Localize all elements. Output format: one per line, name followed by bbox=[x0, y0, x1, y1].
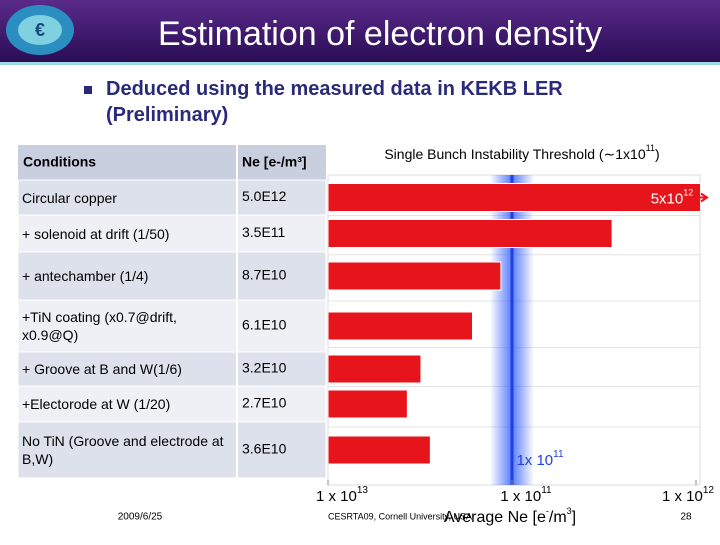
text-part: 1x 10 bbox=[516, 452, 553, 469]
table: Conditions Ne [e-/m³] Circular copper 5.0E1… bbox=[17, 145, 327, 479]
table-cell: + antechamber (1/4) bbox=[22, 268, 149, 284]
text-part: 1 x 10 bbox=[316, 488, 357, 505]
superscript: 3 bbox=[567, 506, 572, 516]
table-cell-box: Circular copper bbox=[22, 189, 117, 206]
text-part: Average Ne [e bbox=[444, 509, 546, 526]
bar bbox=[328, 389, 408, 419]
bullet-box: Deduced using the measured data in KEKB … bbox=[106, 78, 563, 126]
bullet-marker bbox=[84, 86, 92, 94]
overflow-arrow bbox=[700, 192, 709, 203]
x-axis-label: Average Ne [e-/m3] bbox=[444, 506, 576, 526]
title-rule bbox=[0, 62, 720, 65]
table-header-row bbox=[18, 145, 326, 180]
table-cell: 6.1E10 bbox=[242, 317, 287, 333]
table-cell: +Electorode at W (1/20) bbox=[22, 396, 171, 412]
table-cell-box: + solenoid at drift (1/50) bbox=[22, 225, 170, 242]
footer-page: 28 bbox=[680, 512, 692, 523]
table-header-cell: Ne [e-/m³] bbox=[242, 154, 307, 170]
table-row bbox=[17, 299, 327, 353]
bar bbox=[328, 311, 474, 341]
table-row bbox=[17, 385, 327, 423]
x-tick-label: 1 x 1011 bbox=[500, 485, 552, 505]
table-cell-box: + antechamber (1/4) bbox=[22, 268, 149, 284]
table-cell-box: +Electorode at W (1/20) bbox=[22, 396, 171, 412]
table-cell: 8.7E10 bbox=[242, 267, 287, 283]
table-cell: 5.0E12 bbox=[242, 188, 287, 204]
text-part: 5x10 bbox=[651, 190, 684, 207]
bar-annotation: 5x1012 bbox=[651, 188, 694, 208]
threshold-label: 1x 1011 bbox=[516, 449, 564, 469]
superscript: 12 bbox=[703, 485, 715, 496]
footer-venue: CESRTA09, Cornell University, USA bbox=[328, 511, 472, 521]
superscript: 13 bbox=[357, 485, 369, 496]
table-cell: +TiN coating (x0.7@drift, x0.9@Q) bbox=[22, 309, 177, 343]
superscript: 11 bbox=[541, 485, 552, 496]
table-row bbox=[17, 251, 327, 301]
superscript: - bbox=[546, 506, 549, 516]
bars bbox=[328, 183, 700, 465]
table-cell: + solenoid at drift (1/50) bbox=[22, 225, 170, 242]
table-cell: 3.2E10 bbox=[242, 360, 287, 376]
text-part: ) bbox=[655, 146, 660, 162]
text-part: ] bbox=[572, 509, 576, 526]
logo: € bbox=[6, 5, 74, 55]
x-tick-label: 1 x 1012 bbox=[662, 485, 714, 505]
chart: Single Bunch Instability Threshold (∼1x1… bbox=[316, 143, 714, 526]
text-part: /m bbox=[549, 509, 567, 526]
footer-date: 2009/6/25 bbox=[118, 512, 163, 523]
bar bbox=[328, 354, 422, 384]
table-cell: No TiN (Groove and electrode at B,W) bbox=[22, 433, 224, 467]
superscript: 11 bbox=[553, 449, 564, 460]
table-row bbox=[17, 421, 327, 479]
table-cell: 2.7E10 bbox=[242, 395, 287, 411]
table-cell: 3.5E11 bbox=[242, 224, 286, 240]
table-cell-box: + Groove at B and W(1/6) bbox=[22, 361, 182, 377]
bar bbox=[328, 435, 431, 465]
chart-title: Single Bunch Instability Threshold (∼1x1… bbox=[384, 143, 659, 161]
slide-title: Estimation of electron density bbox=[158, 15, 602, 53]
table-row bbox=[17, 214, 327, 253]
table-cell: 3.6E10 bbox=[242, 441, 287, 457]
superscript: 11 bbox=[646, 143, 655, 153]
table-cell-box: No TiN (Groove and electrode at B,W) bbox=[22, 433, 224, 467]
table-header-cell: Conditions bbox=[23, 154, 96, 170]
table-cell: Circular copper bbox=[22, 189, 117, 206]
bullet-text: Deduced using the measured data in KEKB … bbox=[106, 78, 563, 126]
text-part: 1 x 10 bbox=[662, 488, 703, 505]
svg-text:€: € bbox=[35, 20, 45, 40]
text-part: Single Bunch Instability Threshold (∼1x1… bbox=[384, 146, 645, 162]
bar bbox=[328, 219, 613, 248]
superscript: 12 bbox=[683, 188, 693, 198]
bar bbox=[328, 261, 502, 291]
text-part: 1 x 10 bbox=[500, 488, 541, 505]
table-cell: + Groove at B and W(1/6) bbox=[22, 361, 182, 377]
table-cell-box: +TiN coating (x0.7@drift, x0.9@Q) bbox=[22, 309, 177, 343]
x-tick-label: 1 x 1013 bbox=[316, 485, 368, 505]
bar bbox=[328, 183, 700, 212]
title-bar bbox=[0, 0, 720, 62]
table-row bbox=[17, 351, 327, 387]
